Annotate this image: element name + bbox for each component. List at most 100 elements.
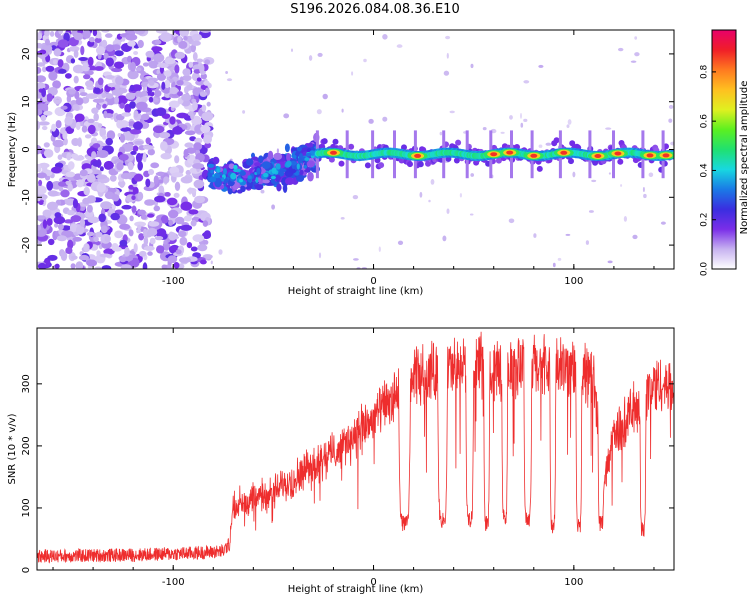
noise-speckle bbox=[69, 223, 78, 233]
noise-speckle bbox=[164, 70, 172, 77]
colorbar-tick-label: 0.6 bbox=[700, 114, 710, 129]
spectrogram-y-tick-label: 20 bbox=[21, 48, 32, 61]
spectrogram-y-tick-label: 0 bbox=[21, 146, 32, 152]
faint-speckle bbox=[445, 35, 451, 40]
colorbar-tick-label: 0.8 bbox=[700, 64, 710, 79]
noise-speckle bbox=[49, 31, 55, 37]
faint-speckle bbox=[341, 108, 344, 113]
noise-speckle bbox=[184, 130, 196, 136]
transition-blob bbox=[284, 143, 290, 153]
faint-speckle bbox=[634, 52, 640, 57]
noise-speckle bbox=[135, 67, 142, 72]
noise-speckle bbox=[173, 262, 180, 269]
ridge-halo bbox=[417, 161, 424, 168]
noise-speckle bbox=[76, 179, 84, 188]
noise-speckle bbox=[119, 239, 128, 247]
snr-x-tick-label: 100 bbox=[564, 577, 583, 588]
transition-core bbox=[233, 164, 238, 170]
noise-speckle bbox=[178, 230, 187, 238]
faint-speckle bbox=[318, 252, 322, 259]
spectrogram-y-tick-label: -20 bbox=[21, 237, 32, 253]
noise-speckle bbox=[127, 70, 139, 80]
faint-speckle bbox=[446, 208, 450, 214]
faint-speckle bbox=[533, 233, 537, 238]
noise-speckle bbox=[102, 135, 107, 140]
noise-speckle bbox=[103, 248, 115, 255]
noise-speckle bbox=[85, 80, 94, 88]
noise-speckle bbox=[94, 266, 103, 269]
noise-speckle bbox=[96, 31, 102, 39]
noise-speckle bbox=[138, 233, 145, 241]
noise-speckle bbox=[101, 30, 110, 33]
colorbar-tick-label: 0.0 bbox=[700, 262, 710, 277]
noise-speckle bbox=[81, 96, 90, 104]
transition-core bbox=[263, 172, 269, 178]
noise-speckle bbox=[70, 58, 76, 64]
faint-speckle bbox=[545, 142, 552, 146]
noise-speckle bbox=[65, 73, 72, 79]
faint-speckle bbox=[322, 93, 328, 100]
faint-speckle bbox=[210, 260, 213, 265]
faint-speckle bbox=[226, 78, 233, 82]
noise-speckle bbox=[180, 176, 193, 184]
noise-speckle bbox=[68, 89, 76, 95]
noise-speckle bbox=[194, 124, 204, 134]
ridge-halo bbox=[378, 162, 385, 169]
noise-speckle bbox=[37, 215, 46, 220]
noise-speckle bbox=[119, 102, 125, 109]
noise-speckle bbox=[156, 245, 165, 254]
noise-speckle bbox=[38, 179, 43, 186]
noise-speckle bbox=[43, 110, 53, 116]
faint-speckle bbox=[660, 221, 666, 225]
ridge-halo bbox=[495, 157, 502, 164]
faint-speckle bbox=[565, 233, 571, 236]
noise-speckle bbox=[86, 204, 93, 213]
noise-speckle bbox=[37, 224, 42, 231]
noise-speckle bbox=[37, 262, 47, 269]
noise-speckle bbox=[75, 225, 85, 235]
faint-speckle bbox=[446, 52, 449, 59]
noise-speckle bbox=[179, 30, 190, 38]
noise-speckle bbox=[96, 46, 106, 55]
noise-speckle bbox=[114, 84, 121, 90]
noise-speckle bbox=[128, 229, 134, 237]
noise-speckle bbox=[176, 80, 184, 86]
snr-series-line bbox=[37, 331, 674, 564]
noise-speckle bbox=[133, 51, 139, 55]
ridge-halo bbox=[407, 161, 413, 168]
noise-speckle bbox=[134, 221, 147, 227]
noise-speckle bbox=[187, 111, 194, 116]
noise-speckle bbox=[57, 154, 63, 160]
noise-speckle bbox=[104, 75, 115, 79]
faint-speckle bbox=[670, 141, 674, 146]
noise-speckle bbox=[169, 87, 179, 95]
noise-speckle bbox=[53, 48, 62, 57]
noise-speckle bbox=[119, 134, 126, 143]
noise-speckle bbox=[168, 209, 179, 219]
noise-speckle bbox=[95, 174, 108, 180]
noise-speckle bbox=[87, 56, 94, 67]
transition-core bbox=[256, 167, 261, 175]
noise-speckle bbox=[174, 155, 180, 164]
noise-speckle bbox=[81, 125, 88, 133]
noise-speckle bbox=[119, 223, 131, 230]
noise-speckle bbox=[163, 240, 168, 245]
transition-core bbox=[255, 177, 259, 183]
noise-speckle bbox=[202, 254, 213, 260]
noise-speckle bbox=[41, 162, 48, 173]
noise-speckle bbox=[111, 67, 123, 73]
noise-speckle bbox=[73, 75, 79, 84]
noise-speckle bbox=[58, 30, 64, 35]
transition-blob bbox=[276, 183, 282, 192]
snr-y-tick-label: 100 bbox=[21, 498, 32, 517]
noise-speckle bbox=[54, 263, 60, 269]
noise-speckle bbox=[79, 218, 86, 227]
noise-speckle bbox=[94, 66, 104, 71]
noise-speckle bbox=[134, 140, 144, 145]
noise-speckle bbox=[100, 201, 112, 210]
transition-blob bbox=[261, 161, 271, 170]
spectrogram-marks bbox=[37, 30, 674, 269]
transition-blob bbox=[228, 163, 235, 169]
noise-speckle bbox=[125, 92, 136, 100]
noise-speckle bbox=[154, 90, 162, 97]
